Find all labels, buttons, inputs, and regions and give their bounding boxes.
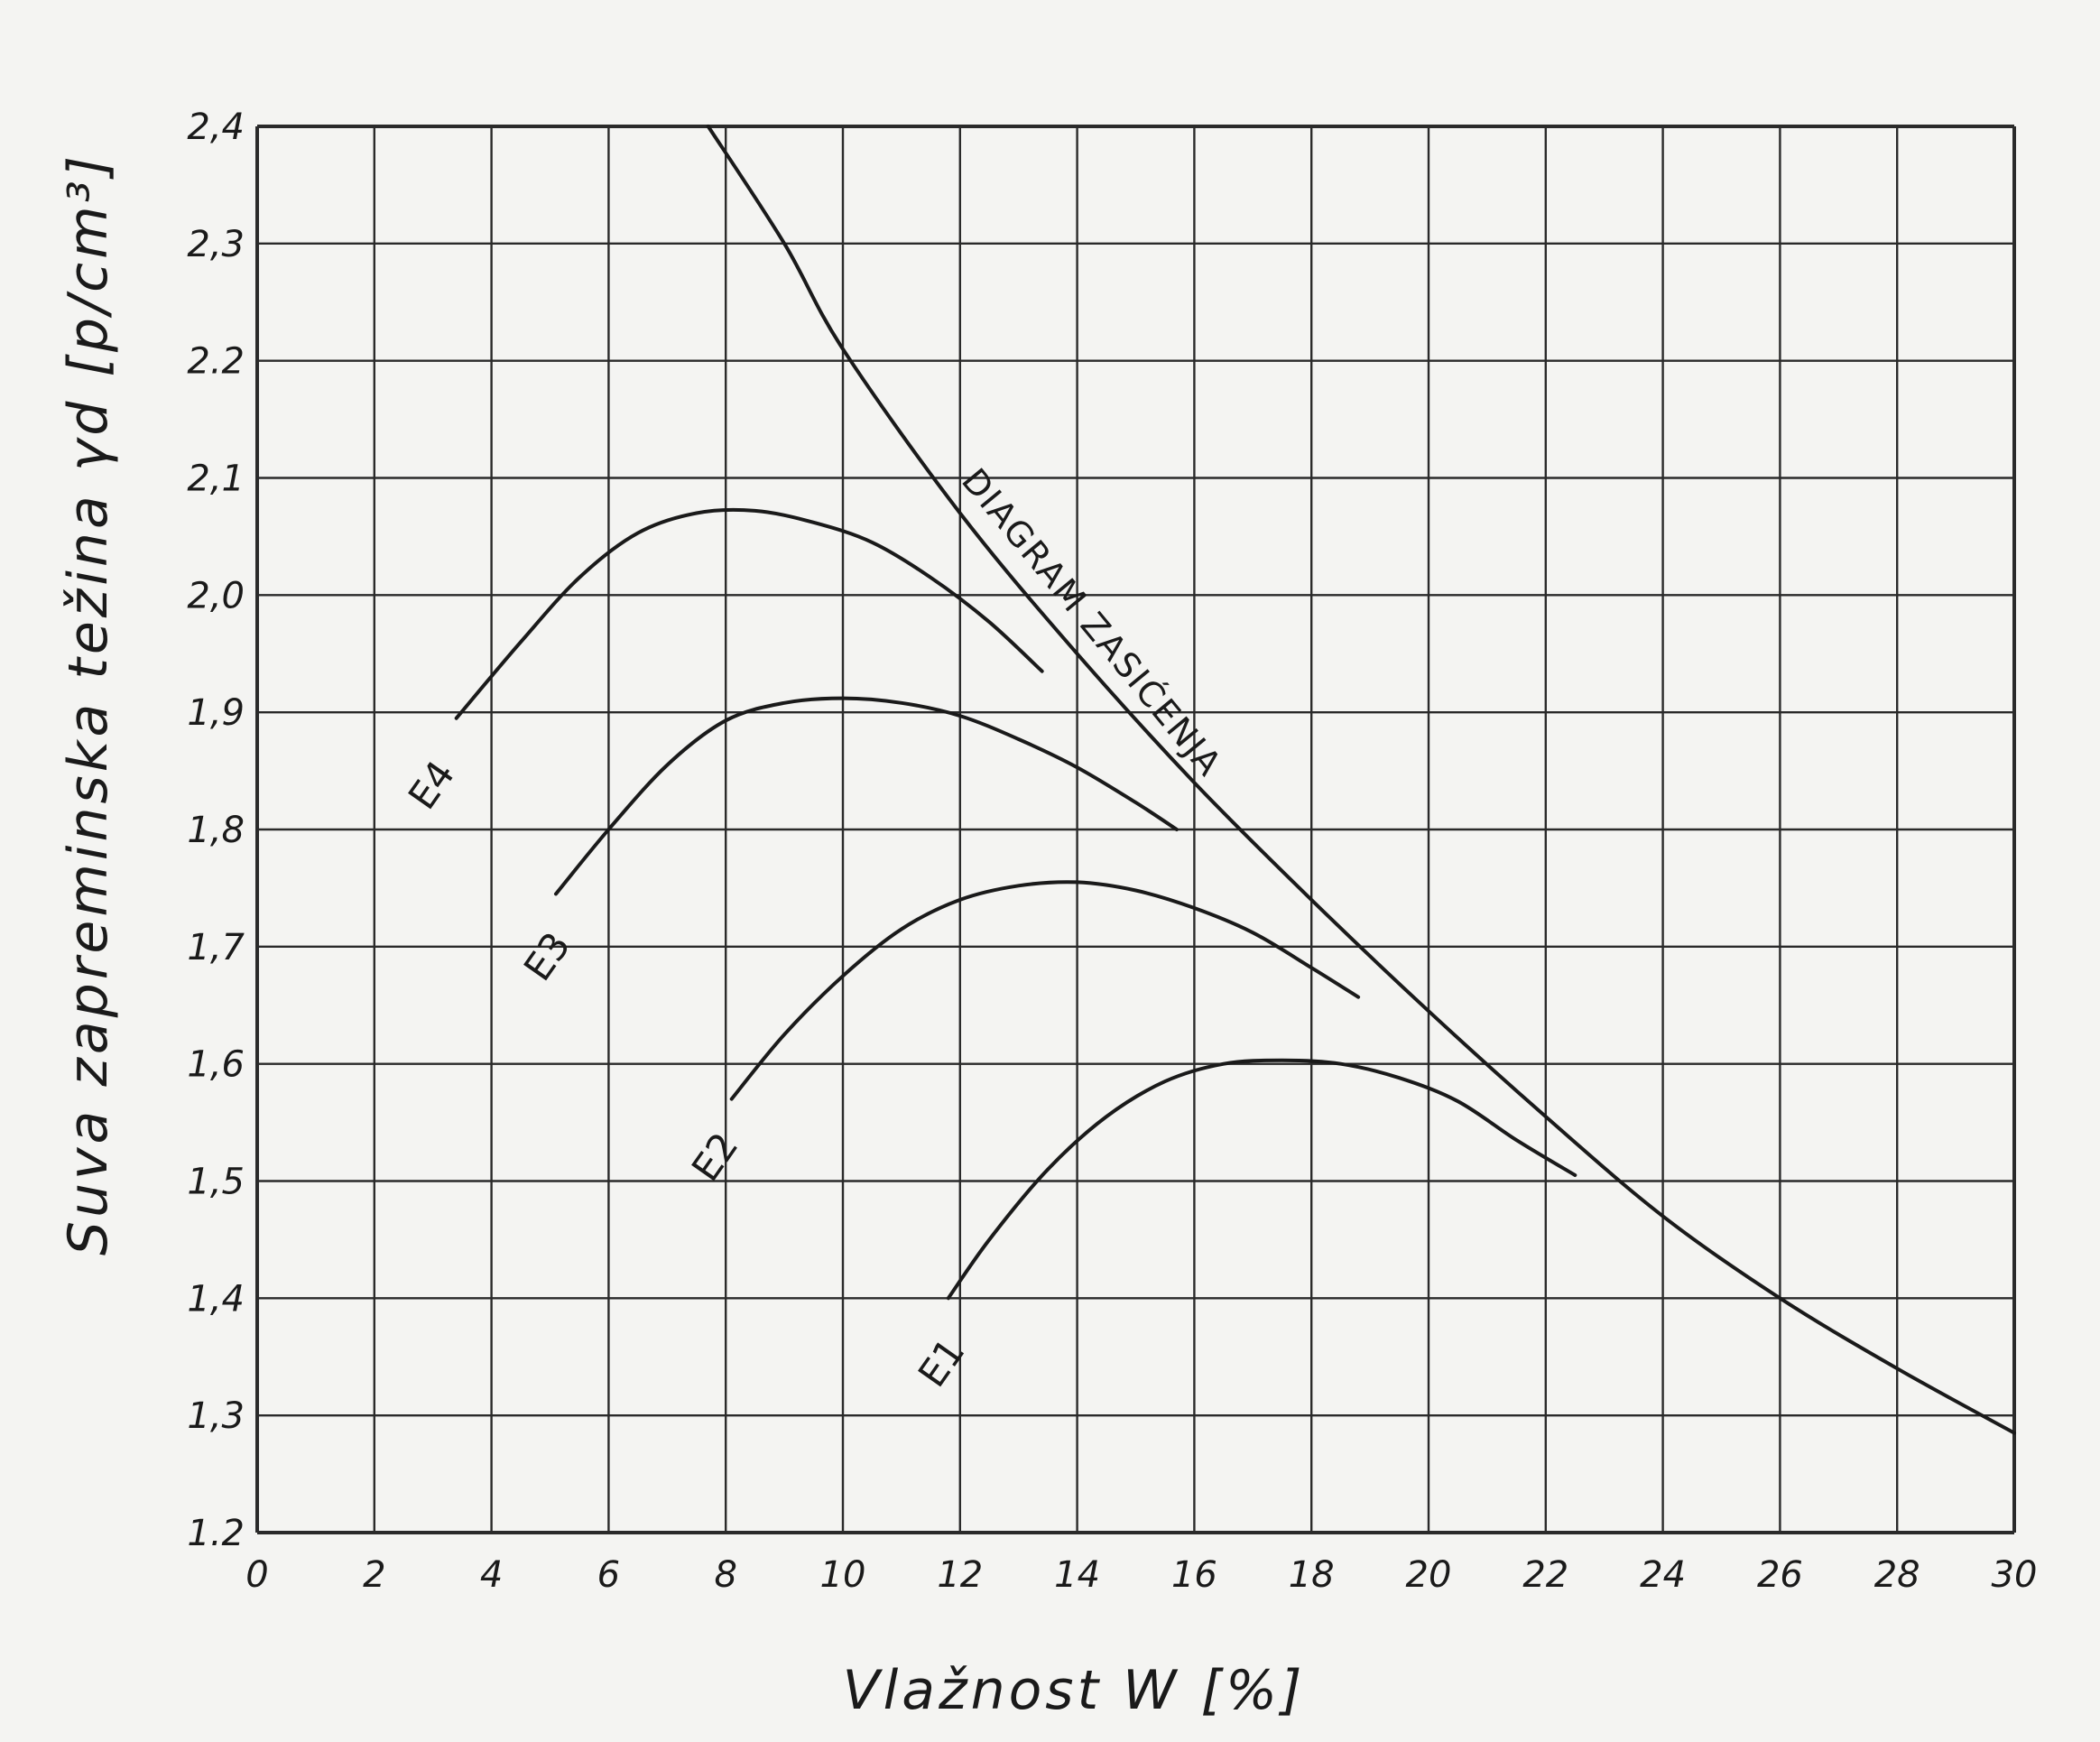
curve-label-diagram-zasic-enja: DIAGRAM ZASIĆENJA bbox=[954, 461, 1230, 784]
x-tick-label: 26 bbox=[1757, 1554, 1803, 1596]
y-tick-label: 2.2 bbox=[187, 341, 245, 383]
y-tick-label: 2,1 bbox=[187, 459, 245, 500]
grid-lines bbox=[255, 125, 2016, 1534]
curve-label-e2: E2 bbox=[683, 1125, 747, 1190]
x-tick-label: 8 bbox=[714, 1554, 736, 1596]
x-axis-title: Vlažnost W [%] bbox=[843, 1659, 1306, 1722]
curves bbox=[454, 125, 2016, 1435]
x-tick-label: 6 bbox=[597, 1554, 620, 1596]
x-tick-label: 18 bbox=[1289, 1554, 1335, 1596]
curve-label-e3: E3 bbox=[515, 924, 579, 989]
y-tick-label: 1,7 bbox=[187, 927, 245, 968]
y-tick-label: 2,3 bbox=[187, 224, 245, 265]
y-tick-label: 1,5 bbox=[187, 1162, 245, 1203]
x-tick-label: 10 bbox=[820, 1554, 866, 1596]
y-tick-label: 1.2 bbox=[187, 1513, 245, 1554]
x-tick-label: 28 bbox=[1874, 1554, 1920, 1596]
curve-label-e4: E4 bbox=[400, 753, 464, 818]
curve-e1 bbox=[946, 1058, 1577, 1301]
y-tick-label: 1,8 bbox=[187, 810, 245, 851]
y-tick-label: 1,9 bbox=[187, 692, 245, 734]
y-tick-label: 1,3 bbox=[187, 1395, 245, 1437]
x-tick-label: 22 bbox=[1522, 1554, 1568, 1596]
x-tick-label: 14 bbox=[1054, 1554, 1100, 1596]
x-tick-label: 20 bbox=[1406, 1554, 1452, 1596]
curve-diagram-zasic-enja bbox=[706, 125, 2016, 1435]
curve-e4 bbox=[454, 507, 1044, 720]
x-tick-label: 24 bbox=[1640, 1554, 1686, 1596]
y-tick-label: 2,4 bbox=[187, 107, 245, 148]
y-axis-title: Suva zapreminska težina γd [p/cm³] bbox=[57, 153, 120, 1256]
curve-label-e1: E1 bbox=[910, 1330, 974, 1395]
x-tick-label: 16 bbox=[1171, 1554, 1217, 1596]
curve-e2 bbox=[729, 880, 1361, 1101]
x-tick-label: 0 bbox=[245, 1554, 268, 1596]
curve-labels: E4 E3 E2 E1 DIAGRAM ZASIĆENJA bbox=[400, 461, 1230, 1395]
x-tick-label: 12 bbox=[937, 1554, 983, 1596]
tick-labels: 0 2 4 6 8 10 12 14 16 18 20 22 24 26 28 301.21,31,41,51… bbox=[187, 107, 2037, 1596]
x-tick-label: 30 bbox=[1992, 1554, 2038, 1596]
y-tick-label: 1,4 bbox=[187, 1278, 245, 1320]
x-tick-label: 2 bbox=[363, 1554, 385, 1596]
y-tick-label: 2,0 bbox=[187, 575, 245, 616]
x-tick-label: 4 bbox=[480, 1554, 503, 1596]
curve-e3 bbox=[554, 696, 1179, 896]
y-tick-label: 1,6 bbox=[187, 1044, 245, 1086]
